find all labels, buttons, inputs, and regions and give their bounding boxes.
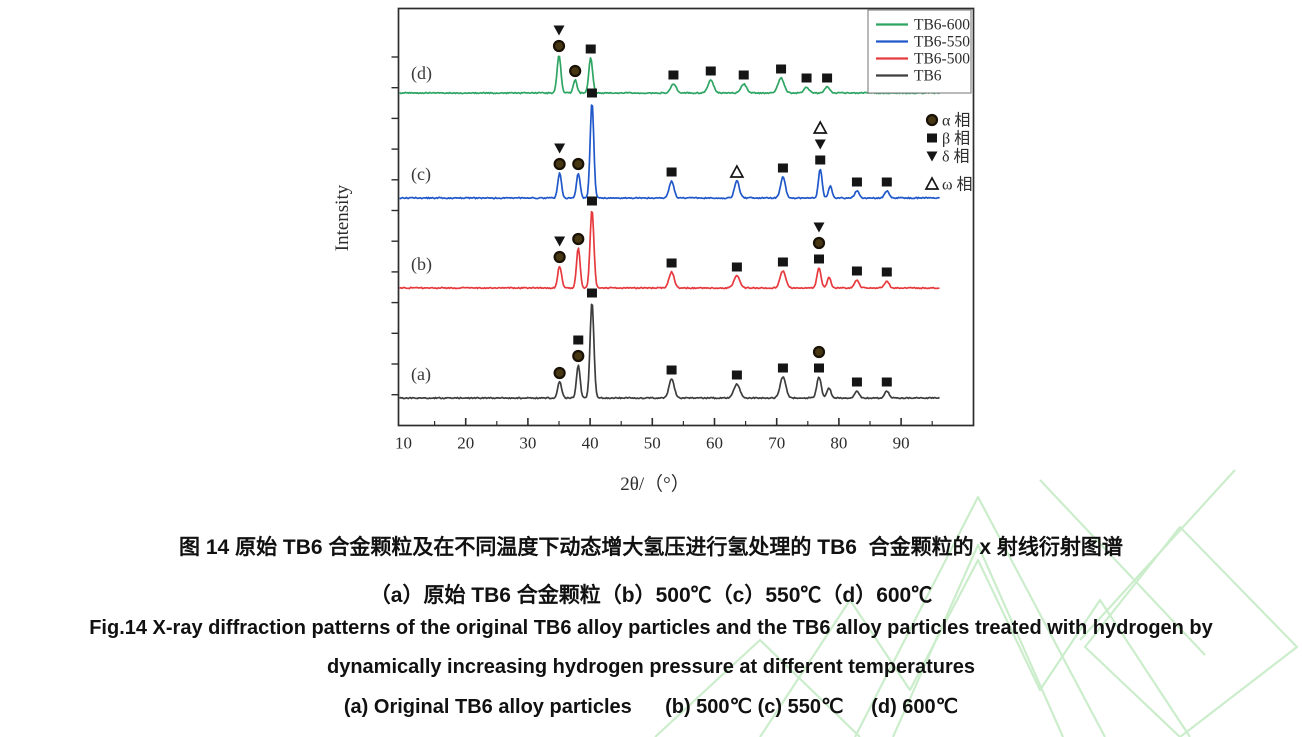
beta-phase-marker — [813, 363, 824, 373]
beta-phase-marker — [777, 163, 788, 173]
series-letter-label-TB6-550: (c) — [411, 164, 431, 185]
beta-phase-marker — [851, 266, 862, 276]
beta-phase-marker — [738, 70, 749, 80]
omega-phase-marker — [729, 164, 745, 178]
beta-phase-marker — [731, 262, 742, 272]
beta-phase-marker — [666, 258, 677, 268]
alpha-phase-marker — [553, 366, 566, 380]
alpha-phase-marker — [925, 113, 939, 127]
watermark-shape — [759, 558, 1191, 737]
alpha-phase-marker — [572, 232, 585, 246]
x-axis-tick-label: 30 — [519, 434, 536, 453]
watermark-shape — [1039, 479, 1206, 656]
beta-phase-marker — [776, 64, 787, 74]
beta-phase-marker — [666, 167, 677, 177]
beta-phase-marker — [668, 70, 679, 80]
beta-phase-marker — [927, 133, 937, 143]
delta-phase-marker — [926, 151, 938, 162]
x-axis-tick-label: 90 — [893, 434, 910, 453]
legend-label-TB6: TB6 — [914, 68, 942, 85]
x-axis-tick-label: 50 — [644, 434, 661, 453]
omega-phase-marker — [924, 176, 940, 190]
series-letter-label-TB6-600: (d) — [411, 63, 432, 84]
beta-phase-marker — [586, 88, 597, 98]
alpha-phase-marker — [572, 349, 585, 363]
delta-phase-marker — [814, 139, 826, 150]
phase-legend-label-w: ω 相 — [942, 176, 973, 194]
xrd-chart: 10 20 30 40 50 60 70 80 90 Intensity 2θ/（°） (d) (c) (… — [332, 7, 975, 495]
delta-phase-marker — [813, 222, 825, 233]
watermark-shape — [891, 543, 1065, 737]
beta-phase-marker — [815, 155, 826, 165]
curve-TB6-550 — [399, 104, 940, 200]
alpha-phase-marker — [553, 157, 566, 171]
beta-phase-marker — [666, 365, 677, 375]
beta-phase-marker — [881, 177, 892, 187]
phase-legend-label-a: α 相 — [942, 112, 970, 130]
x-axis-tick-label: 60 — [706, 434, 723, 453]
beta-phase-marker — [851, 177, 862, 187]
beta-phase-marker — [777, 363, 788, 373]
curve-TB6 — [399, 303, 940, 400]
watermark-shape — [1079, 469, 1236, 641]
x-axis-tick-label: 10 — [395, 434, 412, 453]
xrd-figure: 10 20 30 40 50 60 70 80 90 Intensity 2θ/（°） (d) (c) (… — [325, 0, 985, 515]
legend-label-TB6-500: TB6-500 — [914, 51, 970, 68]
curve-TB6-500 — [399, 210, 940, 290]
alpha-phase-marker — [552, 39, 566, 53]
beta-phase-marker — [777, 257, 788, 267]
beta-phase-marker — [573, 335, 584, 345]
alpha-phase-marker — [812, 236, 826, 250]
beta-phase-marker — [705, 66, 716, 76]
beta-phase-marker — [881, 377, 892, 387]
beta-phase-marker — [731, 370, 742, 380]
beta-phase-marker — [851, 377, 862, 387]
x-axis-tick-label: 20 — [457, 434, 474, 453]
legend-label-TB6-600: TB6-600 — [914, 17, 970, 34]
beta-phase-marker — [881, 267, 892, 277]
alpha-phase-marker — [812, 345, 826, 359]
curve-TB6-600 — [398, 55, 940, 95]
beta-phase-marker — [585, 44, 596, 54]
watermark-shape — [854, 495, 1106, 737]
phase-legend-label-d: δ 相 — [942, 148, 970, 166]
x-axis-tick-label: 80 — [830, 434, 847, 453]
alpha-phase-marker — [553, 250, 566, 264]
x-axis-tick-label: 40 — [582, 434, 599, 453]
plot-border — [397, 7, 975, 427]
x-axis-label: 2θ/（°） — [620, 473, 689, 495]
beta-phase-marker — [813, 254, 824, 264]
phase-legend-label-b: β 相 — [942, 130, 970, 148]
beta-phase-marker — [801, 73, 812, 83]
legend-label-TB6-550: TB6-550 — [914, 34, 970, 51]
alpha-phase-marker — [569, 64, 582, 78]
alpha-phase-marker — [572, 157, 585, 171]
y-axis-label: Intensity — [332, 184, 353, 251]
watermark-shape — [654, 638, 861, 737]
delta-phase-marker — [553, 25, 565, 36]
beta-phase-marker — [586, 288, 597, 298]
beta-phase-marker — [822, 73, 833, 83]
delta-phase-marker — [554, 143, 566, 154]
x-axis-tick-label: 70 — [768, 434, 785, 453]
watermark-shape — [1083, 525, 1299, 737]
omega-phase-marker — [812, 120, 828, 134]
series-letter-label-TB6: (a) — [411, 364, 431, 385]
delta-phase-marker — [554, 236, 566, 247]
beta-phase-marker — [586, 196, 597, 206]
series-letter-label-TB6-500: (b) — [411, 254, 432, 275]
